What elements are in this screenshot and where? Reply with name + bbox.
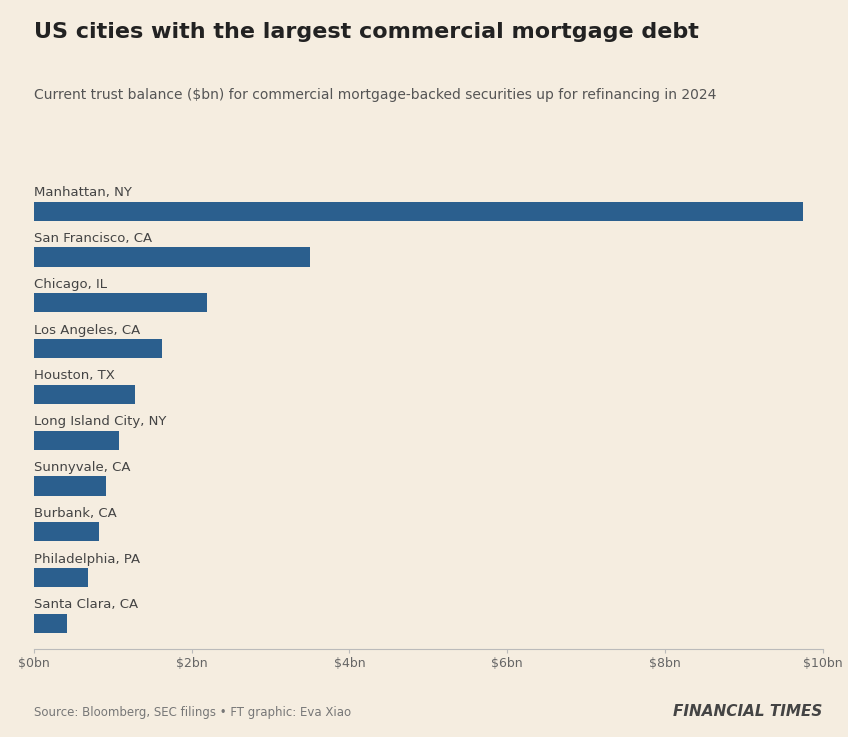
Bar [34, 202, 803, 221]
Bar [34, 476, 107, 495]
Bar [34, 339, 162, 358]
Text: FINANCIAL TIMES: FINANCIAL TIMES [673, 704, 823, 719]
Text: Manhattan, NY: Manhattan, NY [34, 186, 131, 199]
Text: San Francisco, CA: San Francisco, CA [34, 232, 152, 245]
Text: Source: Bloomberg, SEC filings • FT graphic: Eva Xiao: Source: Bloomberg, SEC filings • FT grap… [34, 705, 351, 719]
Text: Philadelphia, PA: Philadelphia, PA [34, 553, 140, 566]
Text: US cities with the largest commercial mortgage debt: US cities with the largest commercial mo… [34, 22, 699, 42]
Text: Los Angeles, CA: Los Angeles, CA [34, 324, 140, 337]
Text: Houston, TX: Houston, TX [34, 369, 114, 383]
Bar [34, 385, 135, 404]
Text: Current trust balance ($bn) for commercial mortgage-backed securities up for ref: Current trust balance ($bn) for commerci… [34, 88, 717, 102]
Bar [34, 293, 208, 312]
Text: Burbank, CA: Burbank, CA [34, 507, 117, 520]
Text: Long Island City, NY: Long Island City, NY [34, 415, 166, 428]
Bar [34, 568, 87, 587]
Bar [34, 614, 67, 633]
Text: Santa Clara, CA: Santa Clara, CA [34, 598, 138, 612]
Text: Chicago, IL: Chicago, IL [34, 278, 107, 291]
Bar [34, 248, 310, 267]
Bar [34, 430, 119, 450]
Bar [34, 523, 98, 542]
Text: Sunnyvale, CA: Sunnyvale, CA [34, 461, 131, 474]
